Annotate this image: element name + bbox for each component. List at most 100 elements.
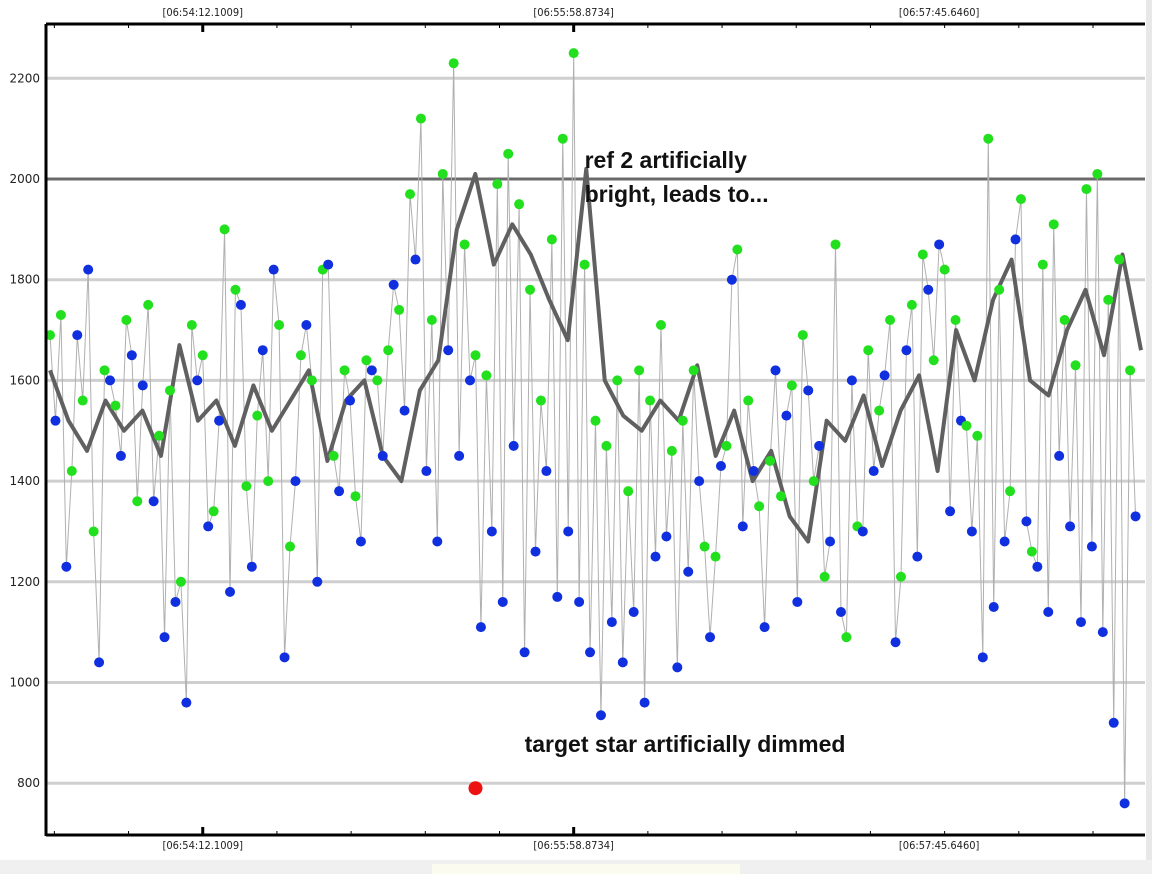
green-point bbox=[677, 415, 688, 426]
green-point bbox=[470, 350, 481, 361]
blue-point bbox=[672, 662, 683, 673]
blue-point bbox=[170, 596, 181, 607]
blue-point bbox=[312, 576, 323, 587]
blue-point bbox=[486, 526, 497, 537]
y-tick-label: 2000 bbox=[9, 172, 40, 186]
blue-point bbox=[650, 551, 661, 562]
blue-point bbox=[988, 601, 999, 612]
blue-point bbox=[890, 637, 901, 648]
blue-point bbox=[639, 697, 650, 708]
green-point bbox=[230, 284, 241, 295]
blue-point bbox=[606, 617, 617, 628]
blue-point bbox=[792, 596, 803, 607]
blue-point bbox=[923, 284, 934, 295]
blue-point bbox=[694, 476, 705, 487]
green-point bbox=[361, 355, 372, 366]
blue-point bbox=[72, 330, 83, 341]
green-point bbox=[415, 113, 426, 124]
blue-point bbox=[1065, 521, 1076, 532]
green-point bbox=[154, 430, 165, 441]
green-point bbox=[165, 385, 176, 396]
green-point bbox=[830, 239, 841, 250]
green-point bbox=[928, 355, 939, 366]
green-point bbox=[906, 299, 917, 310]
green-point bbox=[525, 284, 536, 295]
blue-point bbox=[585, 647, 596, 658]
blue-point bbox=[661, 531, 672, 542]
green-point bbox=[328, 450, 339, 461]
blue-point bbox=[1119, 798, 1130, 809]
blue-point bbox=[246, 561, 257, 572]
blue-point bbox=[781, 410, 792, 421]
blue-point bbox=[345, 395, 356, 406]
green-point bbox=[285, 541, 296, 552]
blue-point bbox=[825, 536, 836, 547]
blue-point bbox=[192, 375, 203, 386]
green-point bbox=[688, 365, 699, 376]
blue-point bbox=[628, 607, 639, 618]
blue-point bbox=[126, 350, 137, 361]
green-point bbox=[350, 491, 361, 502]
green-point bbox=[754, 501, 765, 512]
x-tick-label-bottom: [06:55:58.8734] bbox=[533, 839, 614, 852]
green-point bbox=[437, 168, 448, 179]
blue-point bbox=[454, 450, 465, 461]
blue-point bbox=[399, 405, 410, 416]
green-point bbox=[208, 506, 219, 517]
green-point bbox=[841, 632, 852, 643]
green-point bbox=[405, 189, 416, 200]
green-point bbox=[786, 380, 797, 391]
blue-point bbox=[541, 466, 552, 477]
moving-average-line bbox=[48, 166, 1143, 544]
blue-point bbox=[137, 380, 148, 391]
green-point bbox=[1005, 486, 1016, 497]
scrollbar-edge[interactable] bbox=[1146, 0, 1152, 860]
blue-point bbox=[257, 345, 268, 356]
blue-point bbox=[235, 299, 246, 310]
blue-point bbox=[94, 657, 105, 668]
green-point bbox=[132, 496, 143, 507]
green-point bbox=[699, 541, 710, 552]
blue-point bbox=[999, 536, 1010, 547]
green-point bbox=[197, 350, 208, 361]
y-tick-label: 1000 bbox=[9, 676, 40, 690]
green-point bbox=[765, 455, 776, 466]
blue-point bbox=[279, 652, 290, 663]
green-point bbox=[1059, 314, 1070, 325]
green-point bbox=[110, 400, 121, 411]
green-point bbox=[612, 375, 623, 386]
green-point bbox=[339, 365, 350, 376]
blue-point bbox=[443, 345, 454, 356]
green-point bbox=[535, 395, 546, 406]
blue-point bbox=[1130, 511, 1141, 522]
blue-point bbox=[552, 591, 563, 602]
blue-point bbox=[432, 536, 443, 547]
blue-point bbox=[268, 264, 279, 275]
green-point bbox=[459, 239, 470, 250]
green-point bbox=[481, 370, 492, 381]
blue-point bbox=[934, 239, 945, 250]
green-point bbox=[874, 405, 885, 416]
blue-point bbox=[683, 566, 694, 577]
green-point bbox=[994, 284, 1005, 295]
green-point bbox=[295, 350, 306, 361]
green-point bbox=[426, 314, 437, 325]
green-point bbox=[503, 148, 514, 159]
y-tick-label: 1800 bbox=[9, 273, 40, 287]
blue-point bbox=[61, 561, 72, 572]
blue-point bbox=[770, 365, 781, 376]
blue-point bbox=[519, 647, 530, 658]
green-point bbox=[568, 48, 579, 59]
green-point bbox=[895, 571, 906, 582]
blue-point bbox=[737, 521, 748, 532]
blue-point bbox=[181, 697, 192, 708]
green-point bbox=[546, 234, 557, 245]
blue-point bbox=[497, 596, 508, 607]
blue-point bbox=[868, 466, 879, 477]
blue-point bbox=[966, 526, 977, 537]
blue-point bbox=[726, 274, 737, 285]
green-point bbox=[394, 304, 405, 315]
y-tick-label: 800 bbox=[17, 776, 40, 790]
green-point bbox=[1092, 168, 1103, 179]
green-point bbox=[383, 345, 394, 356]
